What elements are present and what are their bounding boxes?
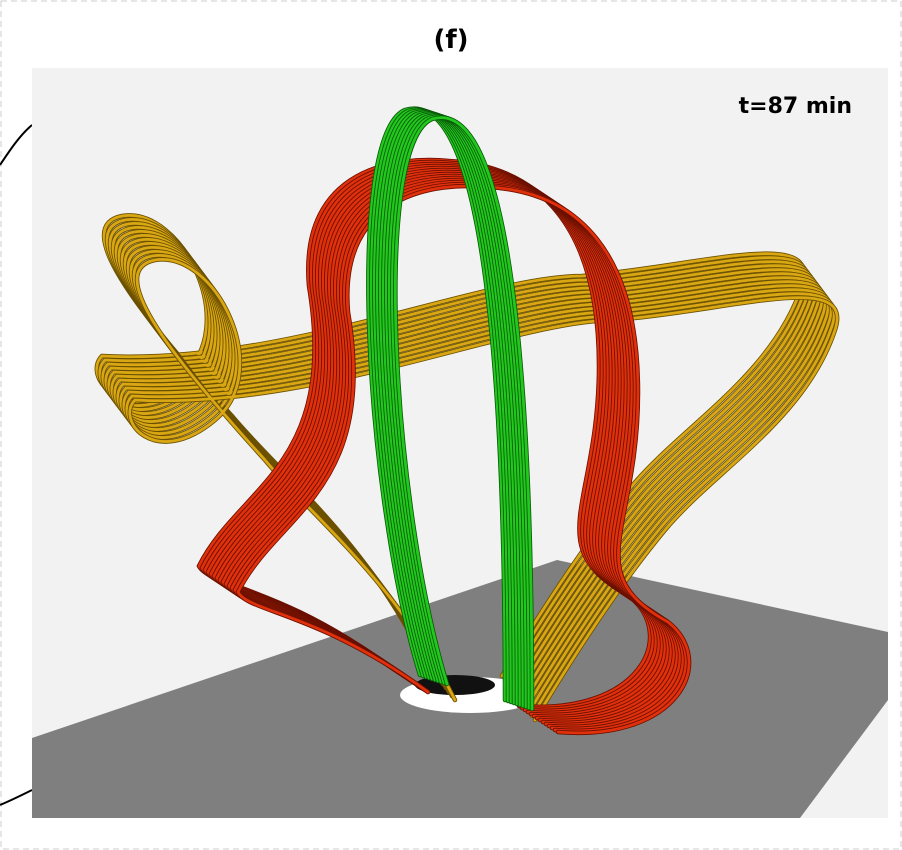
figure: (f) t=87 min [0,0,902,850]
time-label: t=87 min [739,94,852,119]
panel-label: (f) [433,25,468,55]
side-arc [0,125,32,165]
side-arc [0,790,32,805]
page: (f) t=87 min (() => { const data = JSON.… [0,0,902,850]
